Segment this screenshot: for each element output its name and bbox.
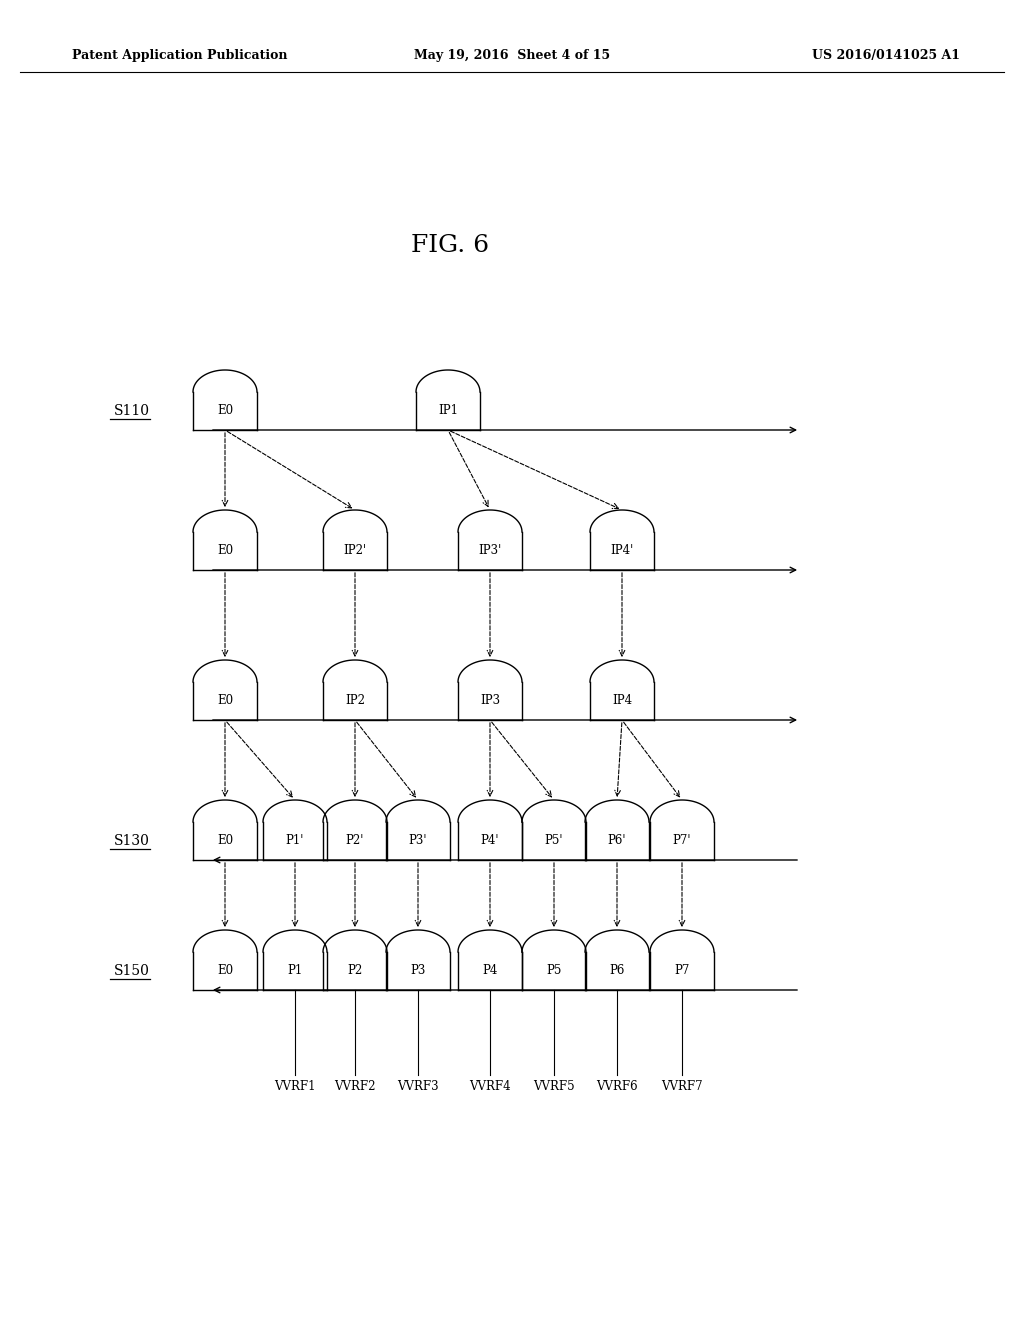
Text: E0: E0 — [217, 834, 233, 847]
Text: P2': P2' — [346, 834, 365, 847]
Text: VVRF7: VVRF7 — [662, 1080, 702, 1093]
Text: FIG. 6: FIG. 6 — [411, 234, 489, 256]
Text: VVRF5: VVRF5 — [534, 1080, 574, 1093]
Text: E0: E0 — [217, 544, 233, 557]
Text: P5: P5 — [547, 965, 562, 978]
Text: S130: S130 — [114, 834, 150, 847]
Text: P3: P3 — [411, 965, 426, 978]
Text: IP4: IP4 — [612, 694, 632, 708]
Text: VVRF1: VVRF1 — [274, 1080, 315, 1093]
Text: S150: S150 — [114, 964, 150, 978]
Text: E0: E0 — [217, 694, 233, 708]
Text: P7: P7 — [675, 965, 690, 978]
Text: S110: S110 — [114, 404, 150, 418]
Text: E0: E0 — [217, 965, 233, 978]
Text: VVRF2: VVRF2 — [334, 1080, 376, 1093]
Text: VVRF3: VVRF3 — [397, 1080, 439, 1093]
Text: IP4': IP4' — [610, 544, 634, 557]
Text: IP3: IP3 — [480, 694, 500, 708]
Text: US 2016/0141025 A1: US 2016/0141025 A1 — [812, 49, 961, 62]
Text: P4': P4' — [480, 834, 500, 847]
Text: VVRF6: VVRF6 — [596, 1080, 638, 1093]
Text: P2: P2 — [347, 965, 362, 978]
Text: P6': P6' — [608, 834, 627, 847]
Text: IP2: IP2 — [345, 694, 365, 708]
Text: P1: P1 — [288, 965, 303, 978]
Text: IP2': IP2' — [343, 544, 367, 557]
Text: P1': P1' — [286, 834, 304, 847]
Text: P6: P6 — [609, 965, 625, 978]
Text: IP3': IP3' — [478, 544, 502, 557]
Text: P3': P3' — [409, 834, 427, 847]
Text: P4: P4 — [482, 965, 498, 978]
Text: May 19, 2016  Sheet 4 of 15: May 19, 2016 Sheet 4 of 15 — [414, 49, 610, 62]
Text: VVRF4: VVRF4 — [469, 1080, 511, 1093]
Text: Patent Application Publication: Patent Application Publication — [72, 49, 288, 62]
Text: E0: E0 — [217, 404, 233, 417]
Text: P7': P7' — [673, 834, 691, 847]
Text: IP1: IP1 — [438, 404, 458, 417]
Text: P5': P5' — [545, 834, 563, 847]
